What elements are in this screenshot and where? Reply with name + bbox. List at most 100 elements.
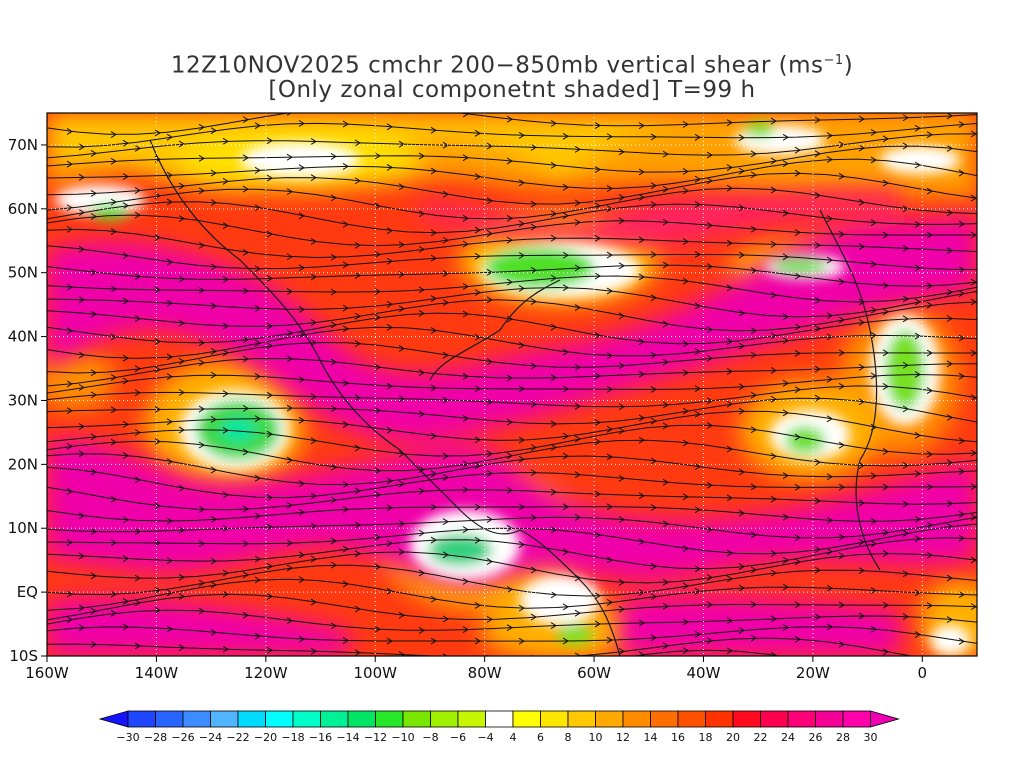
streamline-arrow — [462, 310, 469, 318]
streamline-arrow — [870, 306, 877, 314]
streamline-arrow — [814, 191, 821, 199]
streamlines — [47, 104, 977, 678]
streamline-arrow — [858, 298, 865, 306]
streamline-arrow — [574, 402, 581, 410]
streamline-arrow — [902, 500, 909, 508]
streamline-arrow — [430, 503, 437, 511]
coastlines — [149, 139, 881, 656]
streamline-arrow — [970, 394, 977, 402]
streamline-arrow — [242, 116, 249, 124]
colorbar-label: 10 — [589, 731, 603, 744]
streamline-arrow — [750, 171, 757, 179]
streamline-arrow — [110, 131, 117, 138]
streamline-arrow — [826, 415, 833, 423]
streamline-arrow — [882, 179, 889, 187]
streamline-arrow — [782, 472, 789, 480]
plot-frame — [46, 112, 978, 657]
streamline-arrow — [562, 637, 569, 645]
streamline-arrow — [331, 664, 336, 670]
streamline-arrow — [286, 253, 293, 261]
streamline — [47, 113, 977, 135]
colorbar-high-arrow — [870, 710, 900, 728]
streamline-arrow — [154, 286, 161, 294]
streamline — [47, 506, 977, 522]
streamline-arrow — [550, 234, 557, 242]
streamline-arrow — [122, 597, 129, 605]
streamline — [47, 312, 977, 345]
streamline-arrow — [374, 314, 381, 321]
streamline-arrow — [419, 672, 424, 678]
streamline-arrow — [330, 463, 337, 471]
streamline-arrow — [694, 133, 701, 141]
streamline-arrow — [814, 150, 821, 158]
streamline-arrow — [298, 331, 305, 339]
streamline-arrow — [750, 531, 757, 539]
streamline-arrow — [134, 528, 141, 535]
streamline-arrow — [606, 453, 613, 461]
streamline-arrow — [122, 354, 129, 362]
streamline-arrow — [90, 433, 97, 441]
streamline — [47, 341, 977, 374]
streamline-arrow — [902, 142, 909, 150]
streamline-arrow — [562, 503, 569, 511]
streamline-arrow — [814, 394, 821, 402]
streamline-arrow — [650, 251, 657, 259]
streamline-arrow — [682, 545, 689, 553]
streamline-arrow — [782, 583, 789, 591]
streamline-arrow — [770, 615, 777, 623]
streamline-arrow — [134, 642, 141, 650]
streamline-arrow — [398, 520, 405, 528]
chart-title-line-2: [Only zonal componetnt shaded] T=99 h — [268, 77, 756, 103]
streamline-arrow — [738, 134, 745, 142]
streamline — [47, 201, 977, 234]
streamline-arrow — [462, 240, 469, 248]
streamline-arrow — [838, 533, 845, 541]
streamline-arrow — [530, 469, 537, 477]
streamline-arrow — [750, 327, 757, 335]
streamline-arrow — [430, 295, 437, 302]
streamline-arrow — [166, 589, 173, 597]
streamline-arrow — [530, 223, 537, 231]
streamline-arrow — [122, 452, 129, 459]
streamline-arrow — [914, 264, 921, 272]
colorbar-label: −10 — [391, 731, 414, 744]
streamline-arrow — [870, 260, 877, 268]
streamline-arrow — [506, 452, 513, 460]
colorbar-label: 30 — [864, 731, 878, 744]
title-text: 12Z10NOV2025 cmchr 200−850mb vertical sh… — [170, 52, 824, 79]
streamline-arrow — [286, 113, 292, 116]
streamline-arrow — [386, 477, 393, 485]
streamline-arrow — [66, 160, 73, 168]
streamline-arrow — [914, 124, 921, 132]
streamline-arrow — [430, 167, 437, 175]
streamline-arrow — [430, 432, 437, 440]
streamline-arrow — [638, 122, 645, 130]
streamline-arrow — [594, 419, 601, 426]
streamline-arrow — [606, 352, 613, 360]
streamline — [47, 264, 977, 287]
streamline-arrow — [330, 321, 337, 329]
streamline-arrow — [946, 522, 953, 530]
streamline-arrow — [926, 349, 933, 357]
streamline-arrow — [122, 420, 129, 428]
streamline-arrow — [882, 483, 889, 491]
streamline-arrow — [794, 323, 801, 331]
streamline-arrow — [970, 556, 977, 564]
streamline-arrow — [486, 615, 493, 623]
streamline-arrow — [298, 416, 305, 424]
streamline-arrow — [638, 538, 645, 546]
streamline-arrow — [90, 468, 97, 476]
colorbar-swatch — [512, 710, 541, 728]
streamline-arrow — [78, 384, 85, 391]
streamline-arrow — [530, 514, 537, 522]
streamline-arrow — [682, 439, 689, 447]
streamline-arrow — [738, 383, 745, 391]
colorbar-swatch — [650, 710, 679, 728]
streamline-arrow — [442, 518, 449, 526]
streamline-arrow — [166, 353, 173, 361]
streamline-arrow — [166, 373, 173, 381]
streamline-arrow — [375, 104, 380, 110]
streamline-arrow — [750, 391, 757, 399]
streamline-arrow — [430, 637, 437, 645]
streamline-arrow — [562, 212, 569, 220]
